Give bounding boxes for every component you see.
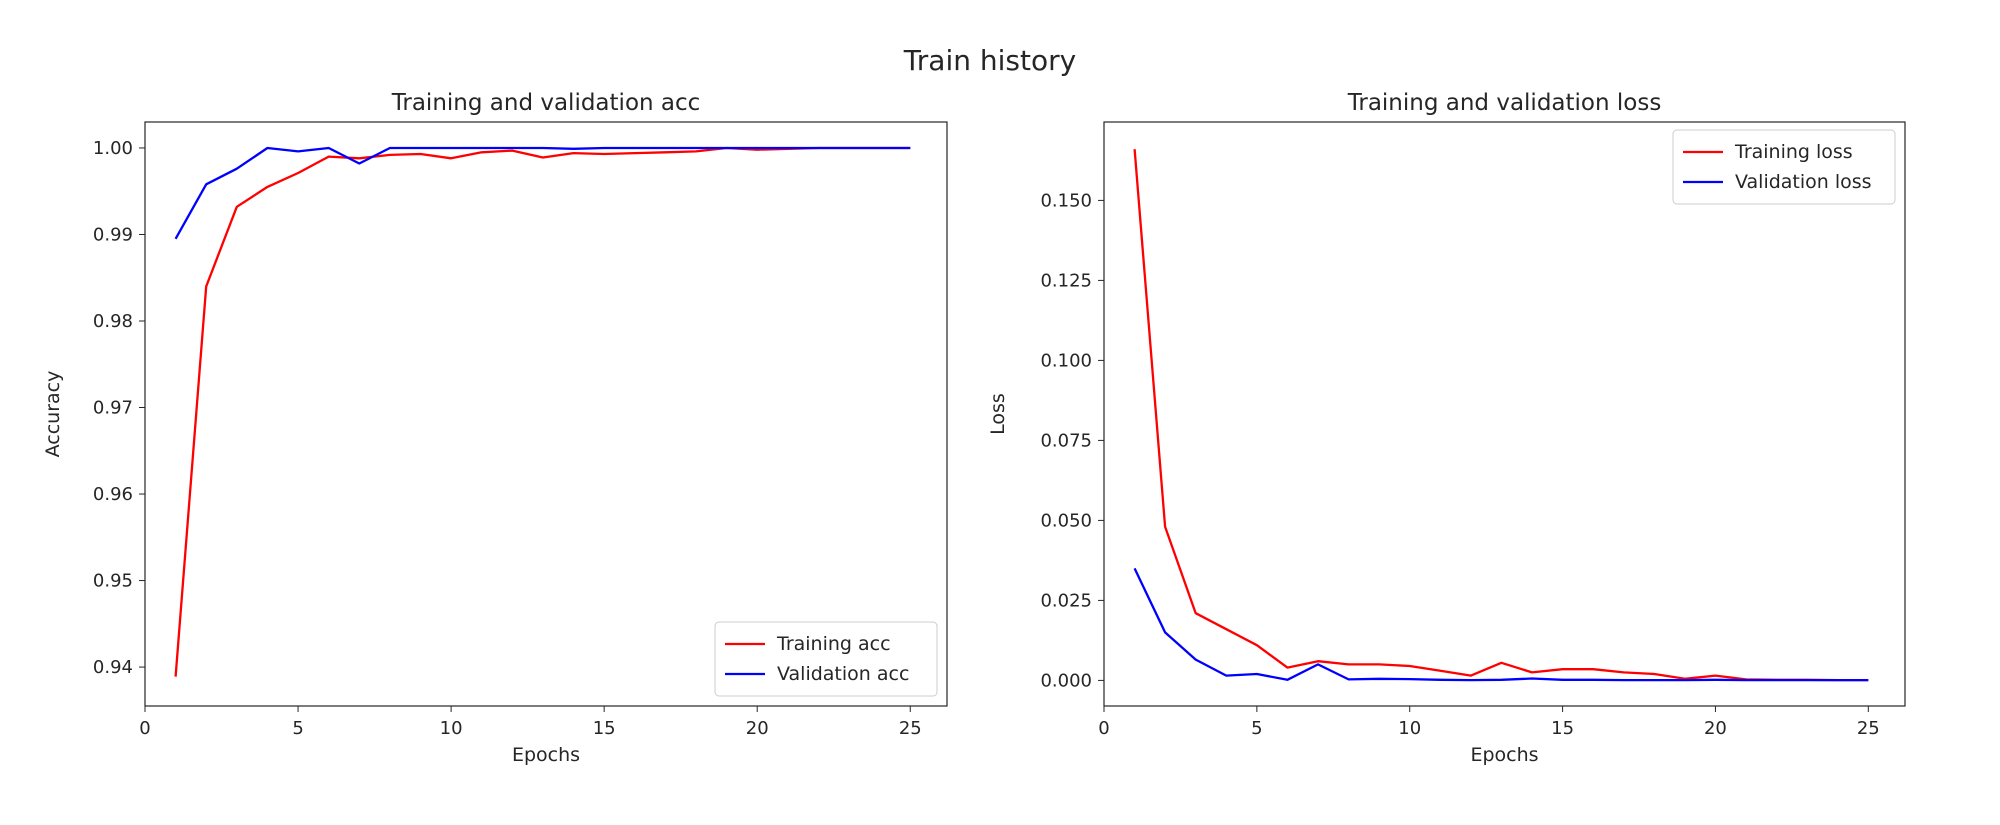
acc-x-tick-label: 5 — [292, 718, 303, 739]
accuracy-chart: Training and validation acc 0 5 10 15 20 25 0.9… — [42, 90, 948, 766]
loss-x-tick-label: 25 — [1857, 718, 1880, 739]
figure-title: Train history — [903, 44, 1076, 77]
loss-series-validation-loss-line — [1133, 567, 1869, 682]
acc-chart-title: Training and validation acc — [391, 90, 701, 116]
acc-series-validation-acc-line — [174, 146, 911, 240]
loss-y-tick-label: 0.125 — [1040, 270, 1092, 291]
acc-legend-label: Validation acc — [777, 663, 909, 685]
acc-legend-box — [714, 621, 938, 697]
acc-y-tick-label: 1.00 — [93, 138, 133, 159]
loss-y-tick-label: 0.050 — [1040, 510, 1092, 531]
loss-legend-label: Validation loss — [1735, 171, 1872, 193]
loss-x-axis-label: Epochs — [1470, 744, 1538, 766]
acc-y-tick-label: 0.96 — [93, 484, 133, 505]
loss-y-tick-label: 0.100 — [1040, 350, 1092, 371]
acc-legend: Training acc Validation acc — [714, 621, 938, 697]
acc-y-tick-label: 0.95 — [93, 571, 133, 592]
acc-y-tick-label: 0.97 — [93, 398, 133, 419]
loss-series-training-loss-line — [1133, 149, 1869, 682]
acc-y-tick-label: 0.98 — [93, 311, 133, 332]
loss-y-tick-label: 0.025 — [1040, 590, 1092, 611]
acc-x-tick-label: 20 — [746, 718, 769, 739]
acc-plot-area — [144, 121, 948, 707]
acc-y-tick-label: 0.99 — [93, 224, 133, 245]
acc-y-tick-label: 0.94 — [93, 657, 133, 678]
loss-legend-label: Training loss — [1734, 141, 1853, 163]
loss-y-axis-label: Loss — [987, 393, 1009, 435]
loss-y-tick-label: 0.000 — [1040, 670, 1092, 691]
loss-chart-title: Training and validation loss — [1347, 90, 1662, 116]
loss-x-tick-label: 10 — [1398, 718, 1421, 739]
acc-series-training-acc-line — [174, 146, 911, 677]
loss-x-tick-label: 0 — [1098, 718, 1109, 739]
loss-chart: Training and validation loss 0 5 10 15 20 25 0.… — [987, 90, 1906, 766]
acc-x-tick-label: 25 — [899, 718, 922, 739]
acc-x-tick-label: 0 — [139, 718, 150, 739]
loss-x-tick-label: 20 — [1704, 718, 1727, 739]
acc-y-axis-label: Accuracy — [42, 371, 64, 458]
loss-x-tick-label: 5 — [1251, 718, 1262, 739]
acc-x-tick-label: 15 — [593, 718, 616, 739]
loss-legend-box — [1672, 129, 1896, 205]
loss-y-tick-label: 0.075 — [1040, 430, 1092, 451]
loss-x-tick-label: 15 — [1551, 718, 1574, 739]
acc-legend-label: Training acc — [776, 633, 891, 655]
loss-y-tick-label: 0.150 — [1040, 190, 1092, 211]
acc-x-tick-label: 10 — [440, 718, 463, 739]
loss-plot-area — [1103, 121, 1906, 707]
acc-x-axis-label: Epochs — [512, 744, 580, 766]
loss-legend: Training loss Validation loss — [1672, 129, 1896, 205]
